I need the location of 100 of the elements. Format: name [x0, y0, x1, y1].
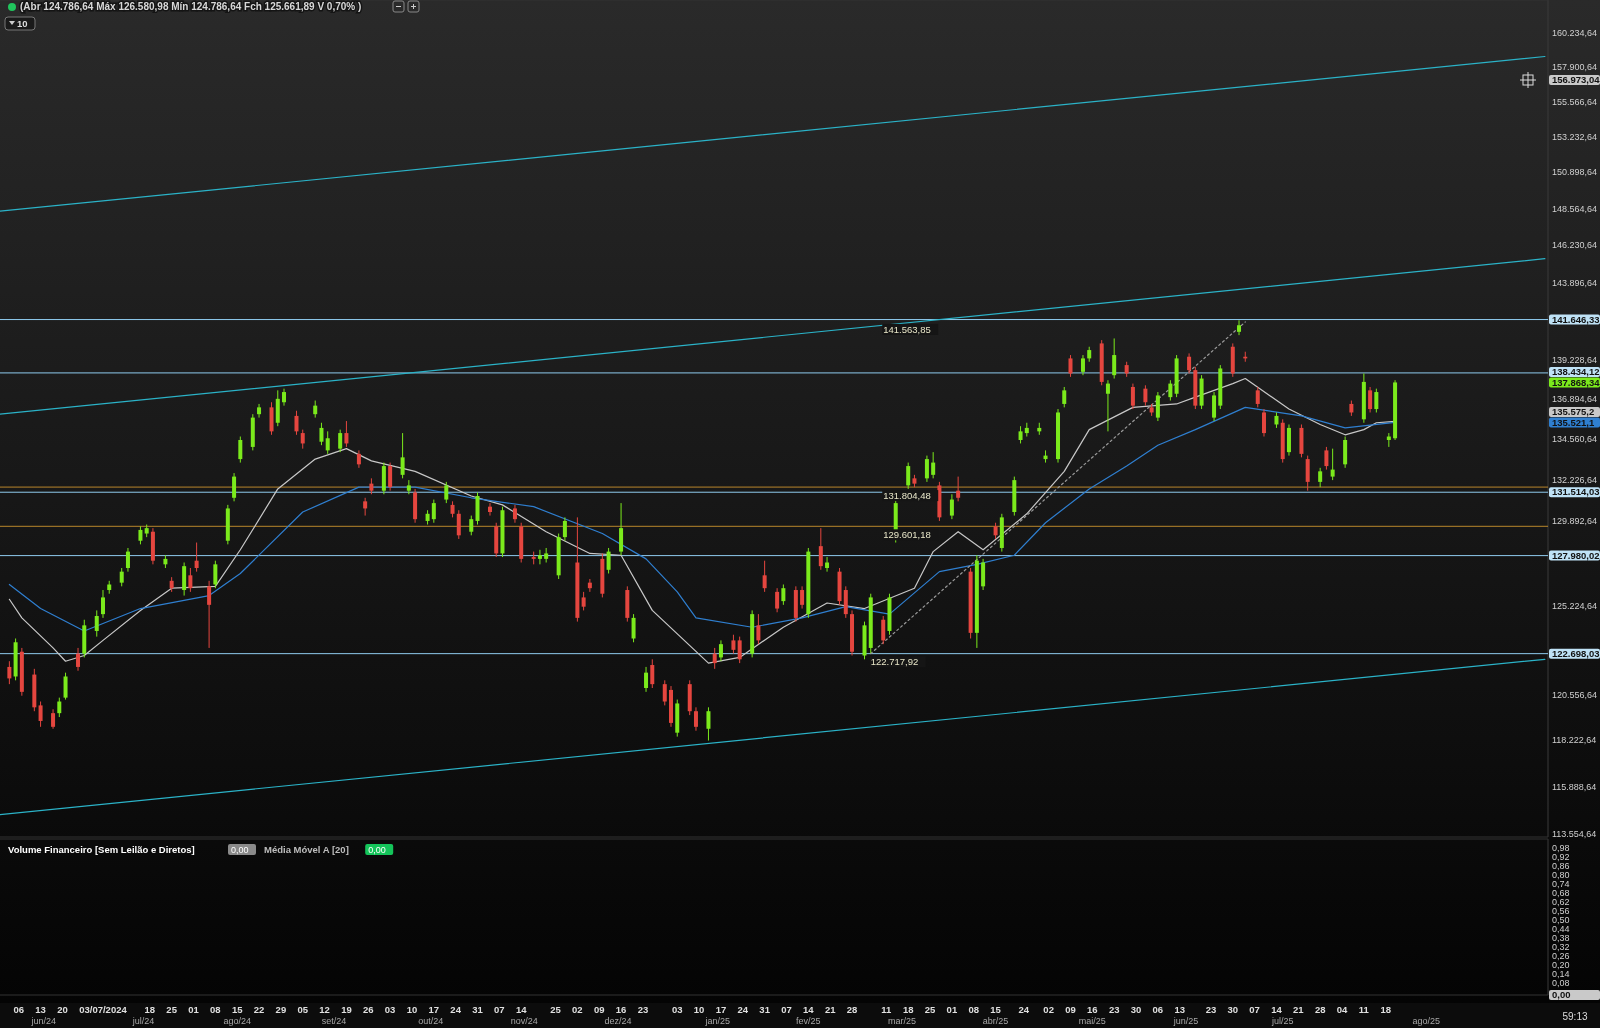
x-tick-label: 10 [693, 1004, 705, 1015]
x-tick-label: 02 [1043, 1004, 1054, 1015]
x-tick-label: 07 [1249, 1004, 1260, 1015]
dropdown-field: 10 [4, 16, 36, 31]
x2-tick-label: ago/24 [223, 1016, 251, 1026]
x-tick-label: 28 [846, 1004, 858, 1015]
x-tick-label: 28 [1314, 1004, 1326, 1015]
x2-tick-label: dez/24 [604, 1016, 632, 1026]
y-tick-label: 143.896,64 [1552, 277, 1598, 288]
x-tick-label: 17 [715, 1004, 727, 1015]
candlestick [213, 560, 218, 589]
x2-tick-label: mai/25 [1078, 1016, 1106, 1026]
candlestick [207, 580, 212, 649]
candlestick [469, 515, 474, 536]
y-tick-label: 157.900,64 [1552, 61, 1598, 72]
candlestick [906, 462, 911, 490]
candlestick [924, 455, 929, 483]
x-tick-label: 22 [253, 1004, 265, 1015]
x-tick-label: 17 [428, 1004, 440, 1015]
x2-tick-label: nov/24 [510, 1016, 538, 1026]
x-tick-label: 13 [1174, 1004, 1186, 1015]
candlestick [325, 430, 330, 455]
y-tick-label: 120.556,64 [1552, 689, 1598, 700]
text: 137.868,34 [1552, 376, 1600, 388]
candlestick [737, 636, 742, 664]
y-tick-label: 118.222,64 [1552, 735, 1597, 746]
candlestick [650, 658, 655, 689]
annotation: Volume Financeiro [Sem Leilão e Diretos] [8, 843, 195, 855]
candlestick [662, 679, 667, 706]
x-tick-label: 06 [1152, 1004, 1164, 1015]
x-tick-label: 07 [494, 1004, 505, 1015]
x-tick-label: 08 [210, 1004, 221, 1015]
x-tick-label: 03/07/2024 [79, 1004, 128, 1015]
candlestick [1374, 388, 1379, 413]
candlestick [194, 542, 199, 573]
x2-tick-label: jan/25 [704, 1016, 731, 1026]
candlestick [800, 585, 805, 610]
x-tick-label: 11 [881, 1004, 893, 1015]
candlestick [581, 591, 586, 611]
y-tick-label: 0,08 [1552, 978, 1570, 989]
x-tick-label: 03 [671, 1004, 683, 1015]
y-tick-label: 0,44 [1552, 924, 1570, 935]
y-tick-label: 146.230,64 [1552, 240, 1598, 251]
annotation: 10 [17, 17, 28, 29]
ref-line-label: 122.698,03 [1552, 647, 1600, 659]
y-tick-label: 0,38 [1552, 933, 1570, 944]
x-tick-label: 18 [902, 1004, 914, 1015]
text: 59:13 [1562, 1011, 1588, 1022]
candlestick [706, 706, 711, 742]
x-tick-label: 15 [990, 1004, 1002, 1015]
candlestick [444, 481, 449, 504]
candlestick [1261, 408, 1266, 438]
x-tick-label: 25 [550, 1004, 562, 1015]
candlestick [956, 476, 961, 502]
x-tick-label: 23 [1108, 1004, 1120, 1015]
candlestick [238, 436, 243, 464]
x-tick-label: 25 [924, 1004, 937, 1015]
candlestick [949, 493, 954, 520]
x-tick-label: 12 [319, 1004, 330, 1015]
candlestick [631, 613, 636, 643]
x-tick-label: 24 [1018, 1004, 1030, 1015]
x-tick-label: 04 [1336, 1004, 1349, 1015]
x2-tick-label: mar/25 [887, 1016, 916, 1026]
candlestick [100, 589, 105, 619]
x-tick-label: 30 [1227, 1004, 1239, 1015]
y-tick-label: 0,68 [1552, 888, 1570, 899]
candlestick [1330, 448, 1335, 481]
x-tick-label: 20 [57, 1004, 68, 1015]
x-tick-label: 19 [341, 1004, 352, 1015]
candlestick [587, 578, 592, 593]
text: 156.973,04 [1552, 74, 1600, 86]
annotation: 141.563,85 [883, 323, 931, 335]
candlestick [756, 613, 761, 645]
x-tick-label: 01 [188, 1004, 200, 1015]
y-tick-label: 0,50 [1552, 915, 1570, 926]
candlestick [269, 401, 274, 436]
ref-line-label: 131.514,03 [1552, 486, 1600, 498]
x-tick-label: 03 [384, 1004, 396, 1015]
x-tick-label: 30 [1130, 1004, 1142, 1015]
candlestick [257, 403, 262, 419]
x2-tick-label: jun/24 [30, 1016, 56, 1026]
candlestick [606, 547, 611, 574]
candlestick [1187, 352, 1192, 374]
candlestick [1168, 379, 1173, 402]
x-tick-label: 16 [1087, 1004, 1098, 1015]
y-tick-label: 115.888,64 [1552, 781, 1597, 792]
chart-subtitle: (Abr 124.786,64 Máx 126.580,98 Mín 124.786,64 Fch 125.661,89 V 0,70% ) [20, 1, 362, 13]
candlestick [693, 706, 698, 732]
candlestick [1155, 391, 1160, 422]
y-tick-label: 148.564,64 [1552, 203, 1598, 214]
candlestick [182, 562, 187, 597]
x-tick-label: 14 [1271, 1004, 1283, 1015]
candlestick [275, 389, 280, 427]
candlestick [232, 472, 237, 502]
y-tick-label: 150.898,64 [1552, 167, 1598, 178]
text: 135.521,1 [1552, 416, 1595, 428]
y-tick-label: 113.554,64 [1552, 828, 1597, 839]
x-tick-label: 29 [275, 1004, 287, 1015]
candlestick [38, 701, 43, 728]
x-tick-label: 24 [450, 1004, 462, 1015]
